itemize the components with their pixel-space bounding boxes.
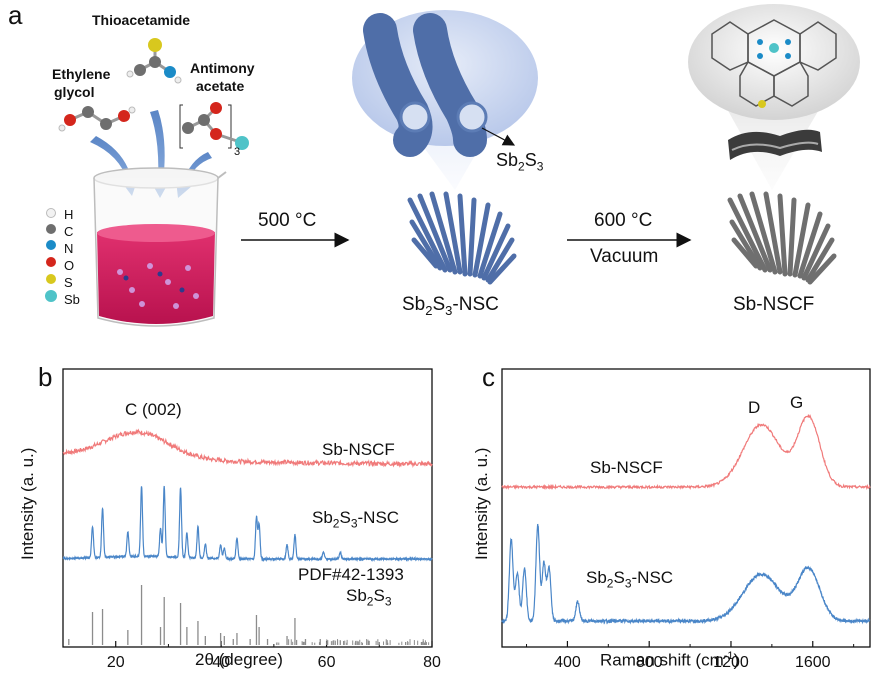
legend-s: S <box>64 275 73 290</box>
xrd-line-sb2s3 <box>62 485 433 563</box>
sb2s3-nsc-illustration <box>352 10 538 285</box>
step2-temperature: 600 °C <box>594 210 653 231</box>
sb2s3-callout: Sb2S3 <box>496 150 544 174</box>
acetate-subscript: 3 <box>234 146 241 158</box>
legend-n: N <box>64 241 74 256</box>
panel-a-letter: a <box>8 0 23 30</box>
raman-xtick-label: 1200 <box>713 654 749 671</box>
panel-b-letter: b <box>38 362 53 392</box>
step2-condition: Vacuum <box>590 246 659 267</box>
step1-temperature: 500 °C <box>258 210 317 231</box>
raman-ylabel: Intensity (a. u.) <box>472 447 491 560</box>
thioacetamide-label: Thioacetamide <box>92 12 191 28</box>
product1-label: Sb2S3-NSC <box>402 294 499 318</box>
thioacetamide-molecule <box>126 38 182 84</box>
raman-label-sb2s3: Sb2S3-NSC <box>586 568 674 591</box>
raman-frame <box>501 368 871 648</box>
xrd-label-pdf: PDF#42-1393 <box>298 565 404 584</box>
raman-xlabel: Raman shift (cm-1) <box>600 650 740 670</box>
xrd-label-sbnscf: Sb-NSCF <box>322 440 395 459</box>
xrd-xtick-label: 60 <box>318 654 336 671</box>
element-legend-balls <box>45 208 57 302</box>
panel-c-letter: c <box>482 362 495 392</box>
raman-label-sbnscf: Sb-NSCF <box>590 458 663 477</box>
xrd-xtick-label: 80 <box>423 654 441 671</box>
xrd-frame <box>62 368 433 648</box>
raman-xtick-label: 1600 <box>795 654 831 671</box>
raman-xtick-label: 800 <box>636 654 663 671</box>
raman-line-sbnscf <box>501 414 871 491</box>
xrd-peak-label: C (002) <box>125 400 182 419</box>
ethylene-label-1: Ethylene <box>52 66 111 82</box>
antimony-label-1: Antimony <box>190 60 255 76</box>
raman-line-sb2s3 <box>501 523 871 625</box>
sb-nscf-illustration <box>688 4 860 285</box>
legend-c: C <box>64 224 74 239</box>
legend-o: O <box>64 258 75 273</box>
raman-xtick-label: 400 <box>554 654 581 671</box>
product2-label: Sb-NSCF <box>733 294 815 315</box>
acetate-label-2: acetate <box>196 78 245 94</box>
raman-band-d: D <box>748 398 761 417</box>
xrd-chart: 20 40 60 80 <box>62 368 441 671</box>
ethylene-glycol-molecule <box>58 106 136 132</box>
raman-band-g: G <box>790 393 804 412</box>
antimony-acetate-molecule <box>179 102 249 150</box>
legend-sb: Sb <box>64 292 80 307</box>
xrd-xlabel: 2θ (degree) <box>195 650 283 669</box>
glycol-label-2: glycol <box>54 84 95 100</box>
xrd-xtick-label: 40 <box>212 654 230 671</box>
raman-chart: 400 800 1200 1600 <box>501 368 871 671</box>
element-legend: H C N O S Sb <box>64 206 80 308</box>
xrd-line-sbnscf <box>62 428 433 469</box>
beaker <box>93 167 227 327</box>
schematic-illustration <box>45 4 860 327</box>
xrd-label-pdf-compound: Sb2S3 <box>346 586 392 609</box>
xrd-ylabel: Intensity (a. u.) <box>18 447 37 560</box>
xrd-label-sb2s3: Sb2S3-NSC <box>312 508 400 531</box>
legend-h: H <box>64 207 74 222</box>
xrd-xtick-label: 20 <box>107 654 125 671</box>
